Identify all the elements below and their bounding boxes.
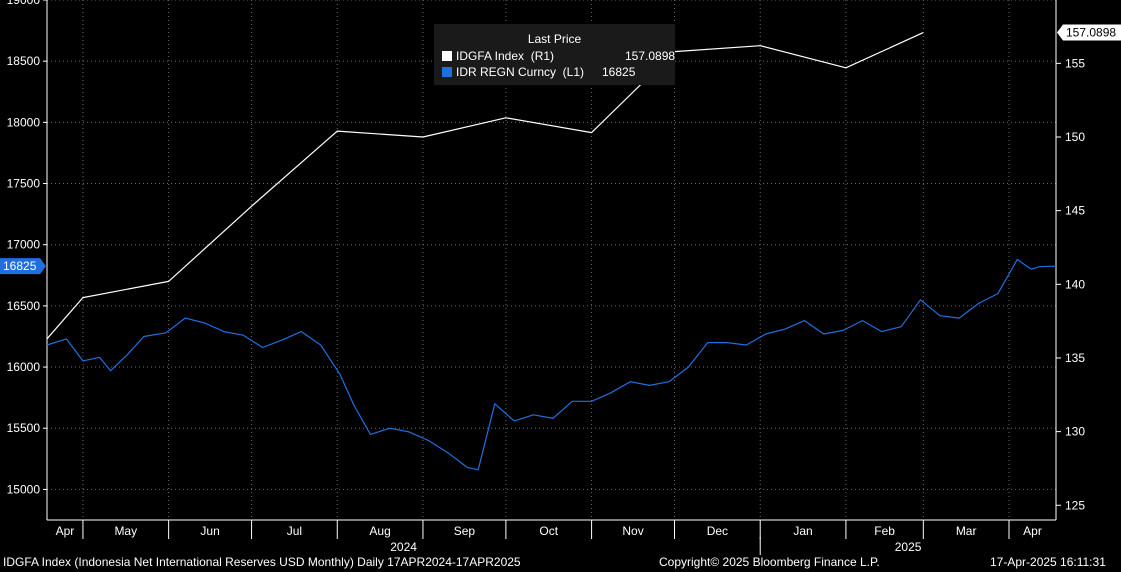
right-axis: 125 130 135 140 145 150 155 bbox=[1055, 0, 1085, 520]
right-tick-label: 140 bbox=[1065, 277, 1085, 291]
month-label: Mar bbox=[956, 524, 977, 538]
year-label: 2024 bbox=[390, 540, 417, 554]
month-label: Apr bbox=[56, 524, 75, 538]
month-label: Nov bbox=[622, 524, 643, 538]
month-label: Oct bbox=[539, 524, 558, 538]
legend-entry-idr: IDR REGN Curncy (L1) 16825 bbox=[442, 65, 635, 80]
left-tick-label: 15000 bbox=[7, 482, 41, 496]
left-axis: 15000 15500 16000 16500 17000 17500 18000 18500… bbox=[7, 0, 48, 520]
chart-legend: Last Price IDGFA Index (R1) 157.0898 IDR… bbox=[434, 24, 675, 85]
legend-series-value: 157.0898 bbox=[625, 49, 676, 63]
series-line-idr bbox=[46, 258, 1057, 471]
legend-swatch-blue bbox=[442, 67, 452, 77]
right-tick-label: 130 bbox=[1065, 425, 1085, 439]
series-line-idgfa bbox=[46, 32, 924, 340]
right-tick-label: 125 bbox=[1065, 498, 1085, 512]
chart-canvas: 15000 15500 16000 16500 17000 17500 18000 18500… bbox=[0, 0, 1121, 555]
legend-series-value: 16825 bbox=[602, 65, 636, 79]
legend-entry-idgfa: IDGFA Index (R1) 157.0898 bbox=[442, 49, 675, 64]
right-last-value-label: 157.0898 bbox=[1066, 26, 1116, 40]
legend-swatch-white bbox=[442, 51, 452, 61]
right-tick-label: 150 bbox=[1065, 130, 1085, 144]
left-tick-label: 17500 bbox=[7, 177, 41, 191]
footer-timestamp: 17-Apr-2025 16:11:31 bbox=[990, 555, 1106, 569]
series-lines bbox=[46, 32, 1057, 471]
month-label: Feb bbox=[874, 524, 895, 538]
year-label: 2025 bbox=[895, 540, 922, 554]
right-last-value-tag bbox=[1057, 24, 1121, 41]
left-last-value-label: 16825 bbox=[3, 259, 37, 273]
legend-series-name: IDR REGN Curncy (L1) bbox=[456, 65, 585, 79]
month-label: Jun bbox=[200, 524, 219, 538]
right-tick-label: 155 bbox=[1065, 56, 1085, 70]
left-tick-label: 15500 bbox=[7, 421, 41, 435]
right-tick-label: 145 bbox=[1065, 204, 1085, 218]
month-label: Apr bbox=[1023, 524, 1042, 538]
last-value-tags: 157.0898 16825 bbox=[0, 24, 1121, 275]
left-tick-label: 18000 bbox=[7, 115, 41, 129]
left-tick-label: 19000 bbox=[7, 0, 41, 7]
left-tick-label: 17000 bbox=[7, 238, 41, 252]
legend-series-name: IDGFA Index (R1) bbox=[456, 49, 555, 63]
month-label: Jan bbox=[793, 524, 812, 538]
month-label: May bbox=[114, 524, 137, 538]
left-tick-label: 18500 bbox=[7, 54, 41, 68]
left-tick-label: 16500 bbox=[7, 299, 41, 313]
month-label: Dec bbox=[707, 524, 728, 538]
x-axis: Apr May Jun Jul Aug Sep Oct Nov Dec Jan Feb Mar Apr 2… bbox=[47, 519, 1056, 555]
footer-copyright: Copyright© 2025 Bloomberg Finance L.P. bbox=[659, 555, 880, 569]
right-tick-label: 135 bbox=[1065, 351, 1085, 365]
month-label: Aug bbox=[369, 524, 390, 538]
left-tick-label: 16000 bbox=[7, 360, 41, 374]
month-label: Sep bbox=[454, 524, 476, 538]
left-last-value-tag bbox=[0, 258, 46, 275]
legend-title: Last Price bbox=[527, 32, 582, 46]
footer-description: IDGFA Index (Indonesia Net International… bbox=[3, 555, 521, 569]
month-label: Jul bbox=[287, 524, 302, 538]
grid-lines bbox=[47, 0, 1056, 520]
